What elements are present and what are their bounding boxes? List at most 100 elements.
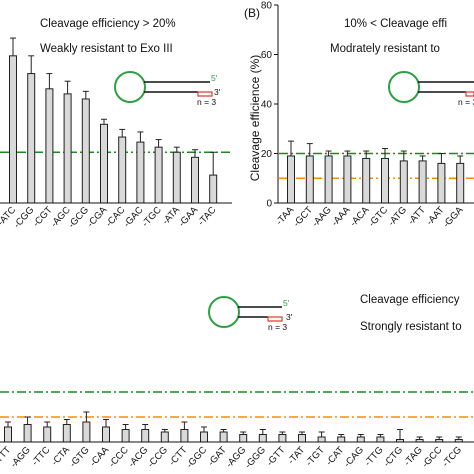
bar xyxy=(376,436,385,443)
hairpin-three-prime: 3' xyxy=(286,312,293,322)
hairpin-overhang-label: n = 3 xyxy=(197,97,216,107)
bar xyxy=(200,431,208,443)
bar xyxy=(4,426,12,443)
bar xyxy=(141,429,150,443)
bar xyxy=(180,429,189,443)
bar xyxy=(362,157,371,204)
category-label: -GAC xyxy=(122,205,146,230)
bar xyxy=(81,98,90,204)
panel-b-annotation-efficiency: 10% < Cleavage effi xyxy=(344,18,447,30)
bar xyxy=(219,431,228,443)
category-label: -TGC xyxy=(140,205,164,230)
category-label: -GAA xyxy=(177,204,201,229)
bar xyxy=(9,55,17,204)
hairpin-overhang-label: n = 3 xyxy=(268,322,287,332)
bar xyxy=(27,73,36,204)
category-label: -GCG xyxy=(66,205,91,231)
category-label: -ATG xyxy=(386,205,409,229)
category-label: -GGG xyxy=(243,445,268,471)
bar xyxy=(121,429,130,443)
panel-c-annotation-efficiency: Cleavage efficiency xyxy=(360,294,460,306)
panel-b-hairpin-diagram: n = 3 xyxy=(388,71,474,107)
category-label: -GTT xyxy=(265,445,288,469)
category-label: -CCC xyxy=(107,445,131,470)
bar xyxy=(191,156,199,204)
category-label: -TGT xyxy=(304,445,327,469)
bar xyxy=(381,157,389,204)
bar xyxy=(82,421,91,443)
category-label: -GCT xyxy=(291,205,315,230)
bar xyxy=(102,426,110,443)
panel-b-chart: -TAA-GCT-AAG-AAA-ACA-GTC-ATG-ATT-AAT-GGA… xyxy=(261,1,474,230)
bar xyxy=(160,431,169,443)
category-label: -AAG xyxy=(310,205,334,230)
hairpin-five-prime: 5' xyxy=(211,73,218,83)
hairpin-loop xyxy=(208,296,240,328)
hairpin-overhang xyxy=(465,91,474,97)
panel-c-annotation-resistance: Strongly resistant to xyxy=(360,321,462,333)
category-label: -GCC xyxy=(420,445,445,471)
category-label: -TCG xyxy=(440,445,464,470)
bar xyxy=(23,424,32,443)
panel-b-annotation-resistance: Modrately resistant to xyxy=(330,43,440,55)
bar xyxy=(45,88,54,204)
bar xyxy=(456,162,465,204)
category-label: -TTG xyxy=(363,445,386,469)
panel-c-hairpin-diagram: 5' 3' n = 3 xyxy=(208,296,293,332)
category-label: -CAG xyxy=(342,445,366,470)
y-tick-label: 20 xyxy=(261,149,273,160)
bar xyxy=(343,155,352,204)
y-tick-label: 60 xyxy=(261,50,273,61)
panel-c-chart: -TTT-AGG-TTC-CTA-GTG-CAA-CCC-ACG-CCG-CTT… xyxy=(0,391,474,471)
category-label: -CGG xyxy=(12,205,37,231)
bar xyxy=(118,136,127,204)
panel-a-chart: -ATC-CGG-CGT-AGC-GCG-CGA-CAC-GAC-TGC-ATA… xyxy=(0,37,232,231)
bar xyxy=(239,434,248,443)
panel-a-annotation-resistance: Weakly resistant to Exo III xyxy=(40,43,173,55)
bar xyxy=(399,160,408,204)
bar xyxy=(154,146,163,204)
category-label: -TAT xyxy=(286,445,307,467)
category-label: -GTG xyxy=(68,445,92,470)
hairpin-loop xyxy=(114,71,146,103)
y-tick-label: 80 xyxy=(261,1,273,12)
hairpin-overhang xyxy=(267,316,283,322)
category-label: -CTG xyxy=(382,445,406,470)
bar xyxy=(136,141,145,204)
panel-a-hairpin-diagram: 5' 3' n = 3 xyxy=(114,71,221,107)
category-label: -GTC xyxy=(367,205,391,230)
bar xyxy=(258,434,267,443)
category-label: -AGG xyxy=(8,445,32,470)
bar xyxy=(298,434,306,443)
hairpin-three-prime: 3' xyxy=(214,87,221,97)
bar xyxy=(43,426,52,443)
hairpin-overhang xyxy=(197,91,213,97)
bar xyxy=(172,151,181,204)
hairpin-overhang-label: n = 3 xyxy=(458,97,474,107)
bar xyxy=(317,436,326,443)
hairpin-five-prime: 5' xyxy=(283,298,290,308)
bar xyxy=(324,155,333,204)
bar xyxy=(63,93,72,204)
category-label: -GGA xyxy=(441,204,466,230)
bar xyxy=(100,123,108,204)
category-label: -ACG xyxy=(126,445,150,470)
bar xyxy=(337,436,346,443)
category-label: -CCG xyxy=(146,445,170,470)
bar xyxy=(209,174,218,204)
bar xyxy=(278,434,287,443)
bar xyxy=(356,436,365,443)
y-tick-label: 0 xyxy=(266,199,272,210)
category-label: -CAA xyxy=(88,444,112,469)
category-label: -TAC xyxy=(196,205,219,228)
bar xyxy=(287,155,295,204)
category-label: -AAA xyxy=(330,204,353,228)
panel-b-y-axis-label: Cleavage efficience (%) xyxy=(248,55,262,182)
panel-a-annotation-efficiency: Cleavage efficiency > 20% xyxy=(40,18,176,30)
category-label: -ATT xyxy=(406,205,428,228)
category-label: -CGA xyxy=(85,204,110,230)
panel-b-label: (B) xyxy=(244,6,260,20)
category-label: -GGC xyxy=(184,445,209,471)
bar xyxy=(305,155,314,204)
